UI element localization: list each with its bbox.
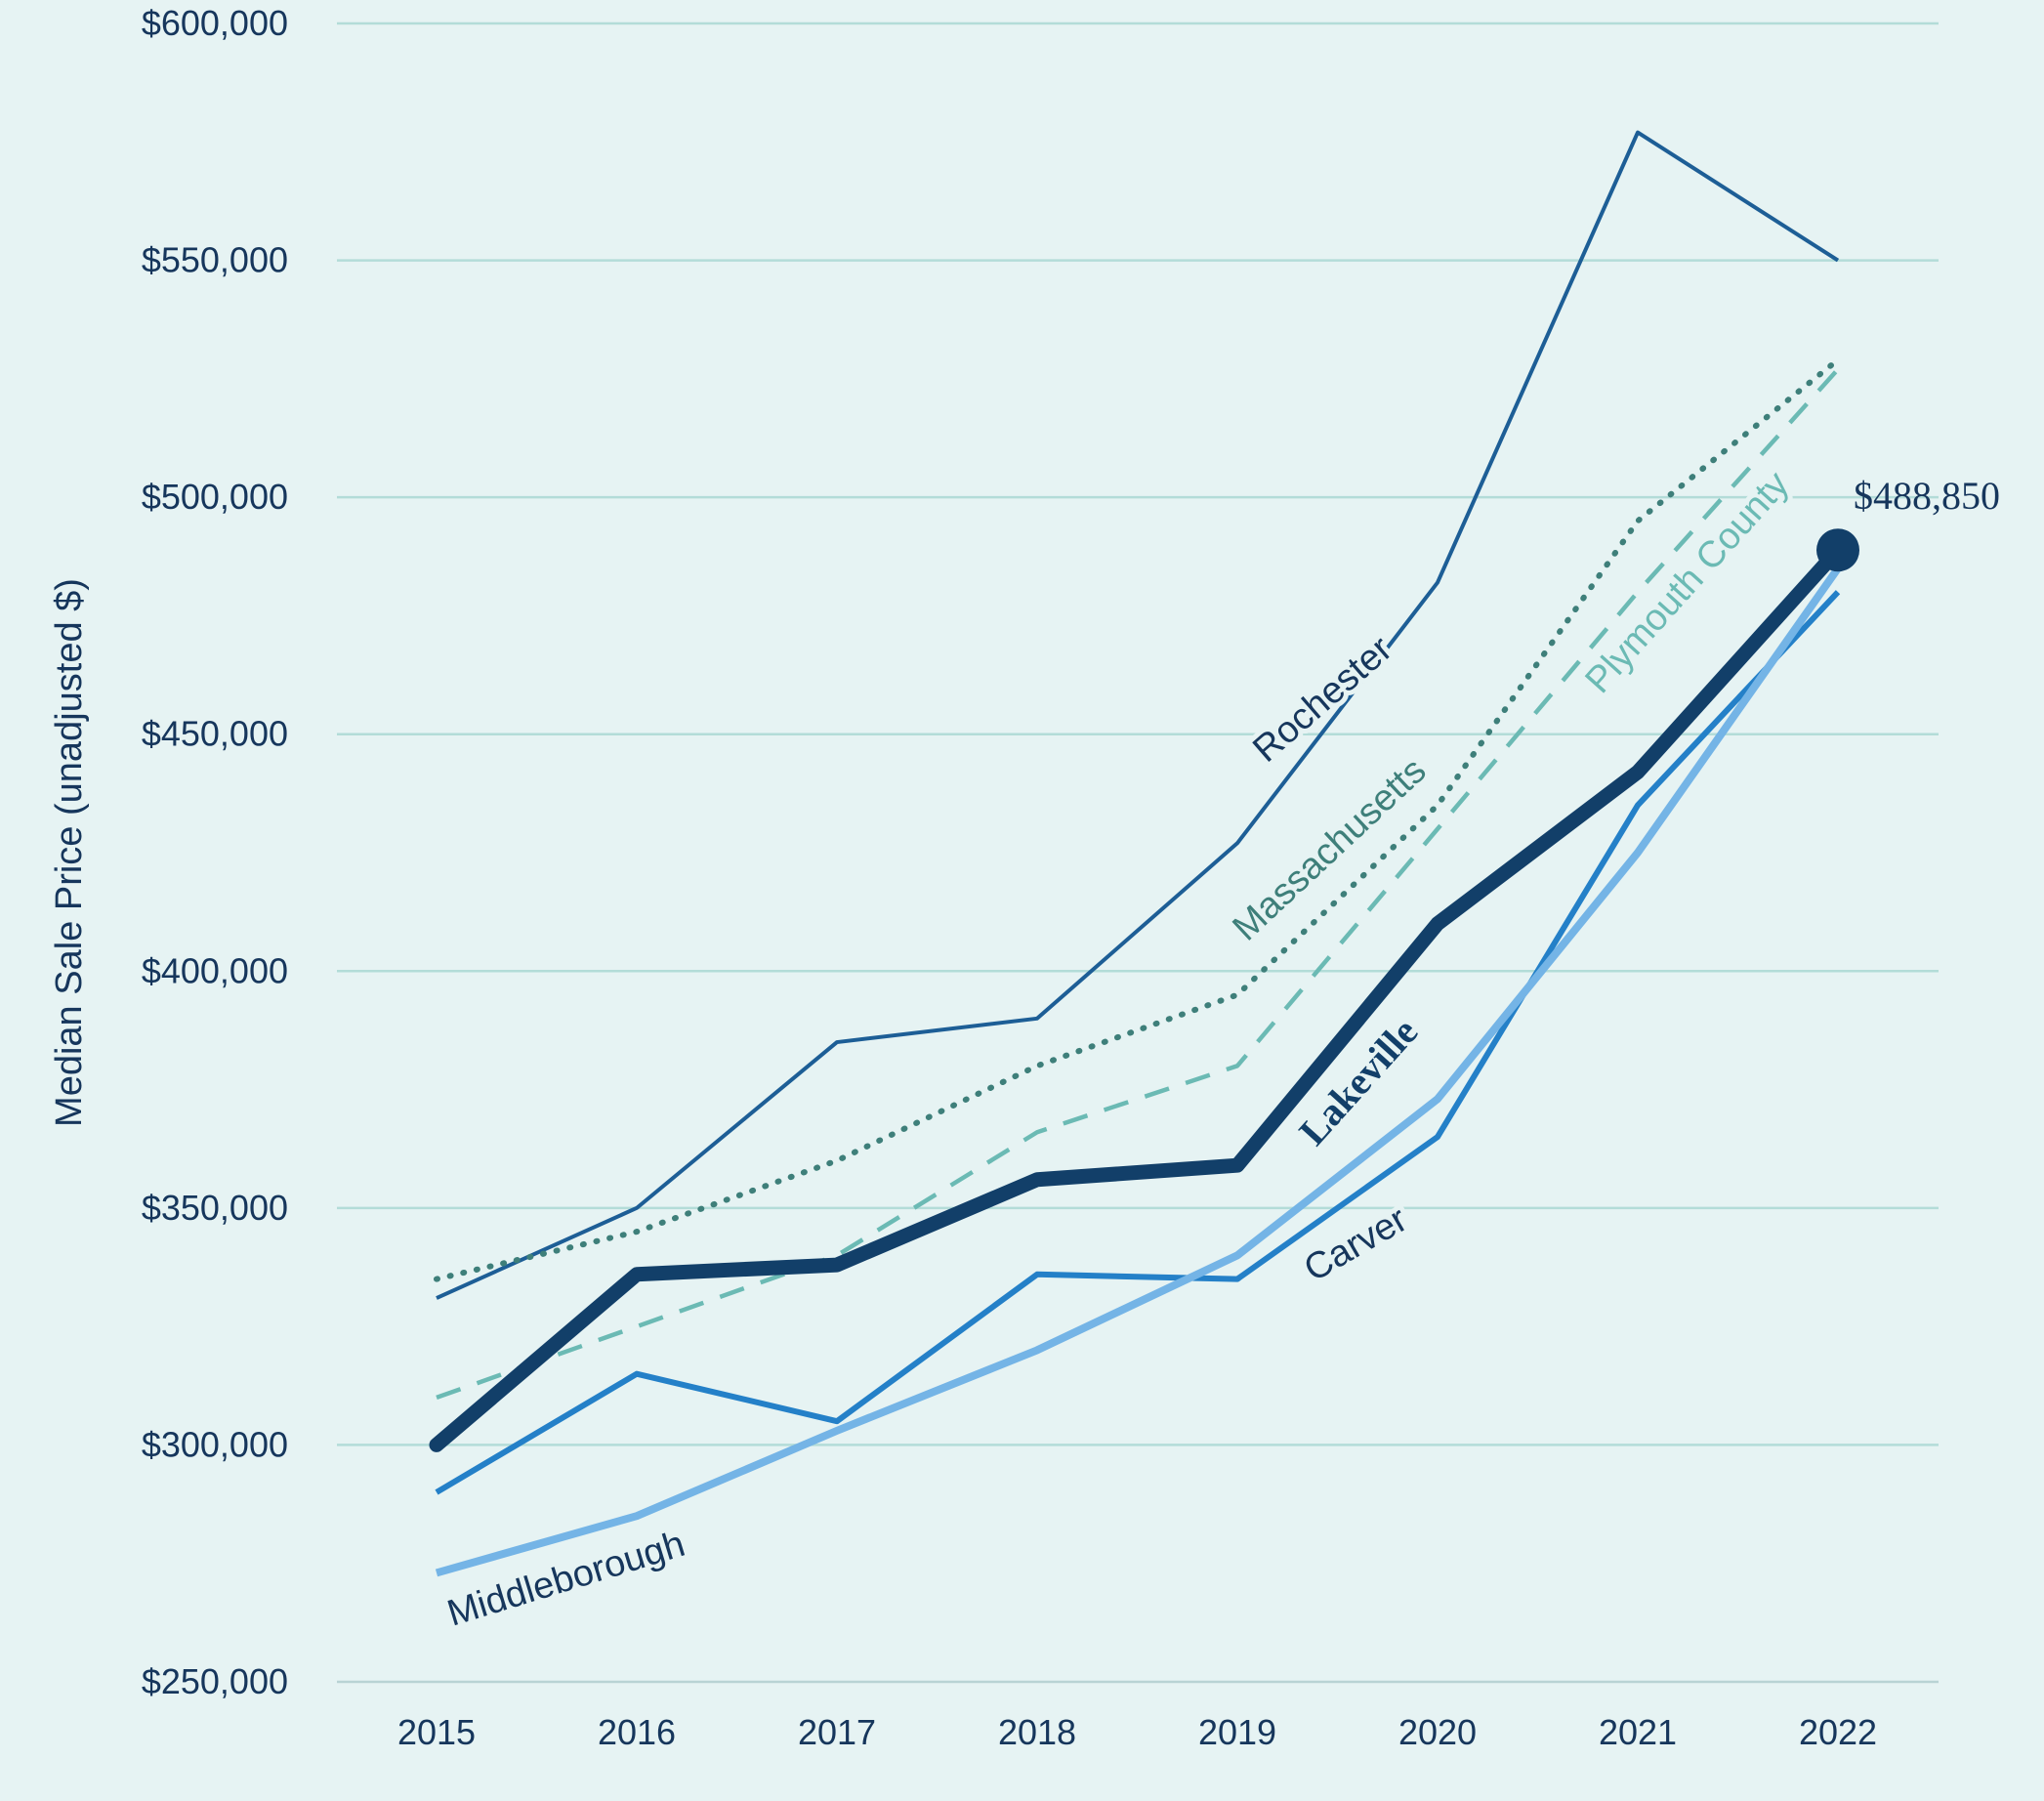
y-tick-label: $550,000 <box>142 240 288 280</box>
end-point-marker <box>1816 528 1859 572</box>
x-axis-ticks: 2015 2016 2017 2018 2019 2020 2021 2022 <box>397 1712 1877 1752</box>
y-tick-label: $400,000 <box>142 950 288 990</box>
x-tick-label: 2016 <box>598 1712 676 1752</box>
y-tick-label: $350,000 <box>142 1188 288 1228</box>
series-label-plymouth-county: Plymouth County <box>1577 464 1797 701</box>
series-labels: RochesterRochesterMassachusettsMassachus… <box>438 459 1802 1640</box>
x-tick-label: 2015 <box>397 1712 476 1752</box>
y-tick-label: $500,000 <box>142 477 288 517</box>
x-tick-label: 2021 <box>1599 1712 1677 1752</box>
x-tick-label: 2018 <box>998 1712 1076 1752</box>
end-value-label: $488,850 <box>1854 474 2000 518</box>
y-tick-label: $300,000 <box>142 1424 288 1464</box>
series-label-rochester: Rochester <box>1245 628 1400 771</box>
y-axis-ticks: $250,000 $300,000 $350,000 $400,000 $450,000… <box>142 3 288 1701</box>
series-line-middleborough <box>435 565 1842 1577</box>
series-label-massachusetts: Massachusetts <box>1225 750 1434 949</box>
x-tick-label: 2020 <box>1398 1712 1477 1752</box>
series-label-carver: Carver <box>1298 1198 1415 1290</box>
y-tick-label: $600,000 <box>142 3 288 43</box>
series-label-middleborough: Middleborough <box>442 1524 689 1635</box>
x-tick-label: 2017 <box>798 1712 876 1752</box>
x-tick-label: 2019 <box>1198 1712 1276 1752</box>
series-lines <box>429 130 1846 1577</box>
gridlines <box>337 21 1939 1684</box>
y-tick-label: $450,000 <box>142 714 288 754</box>
series-line-lakeville <box>429 542 1846 1452</box>
y-axis-title: Median Sale Price (unadjusted $) <box>49 578 90 1127</box>
series-line-rochester <box>436 130 1840 1300</box>
y-tick-label: $250,000 <box>142 1661 288 1701</box>
x-tick-label: 2022 <box>1799 1712 1877 1752</box>
series-line-carver <box>435 590 1841 1495</box>
annotations: $488,850 <box>1816 474 2000 572</box>
series-line-plymouth-county <box>436 367 1840 1401</box>
